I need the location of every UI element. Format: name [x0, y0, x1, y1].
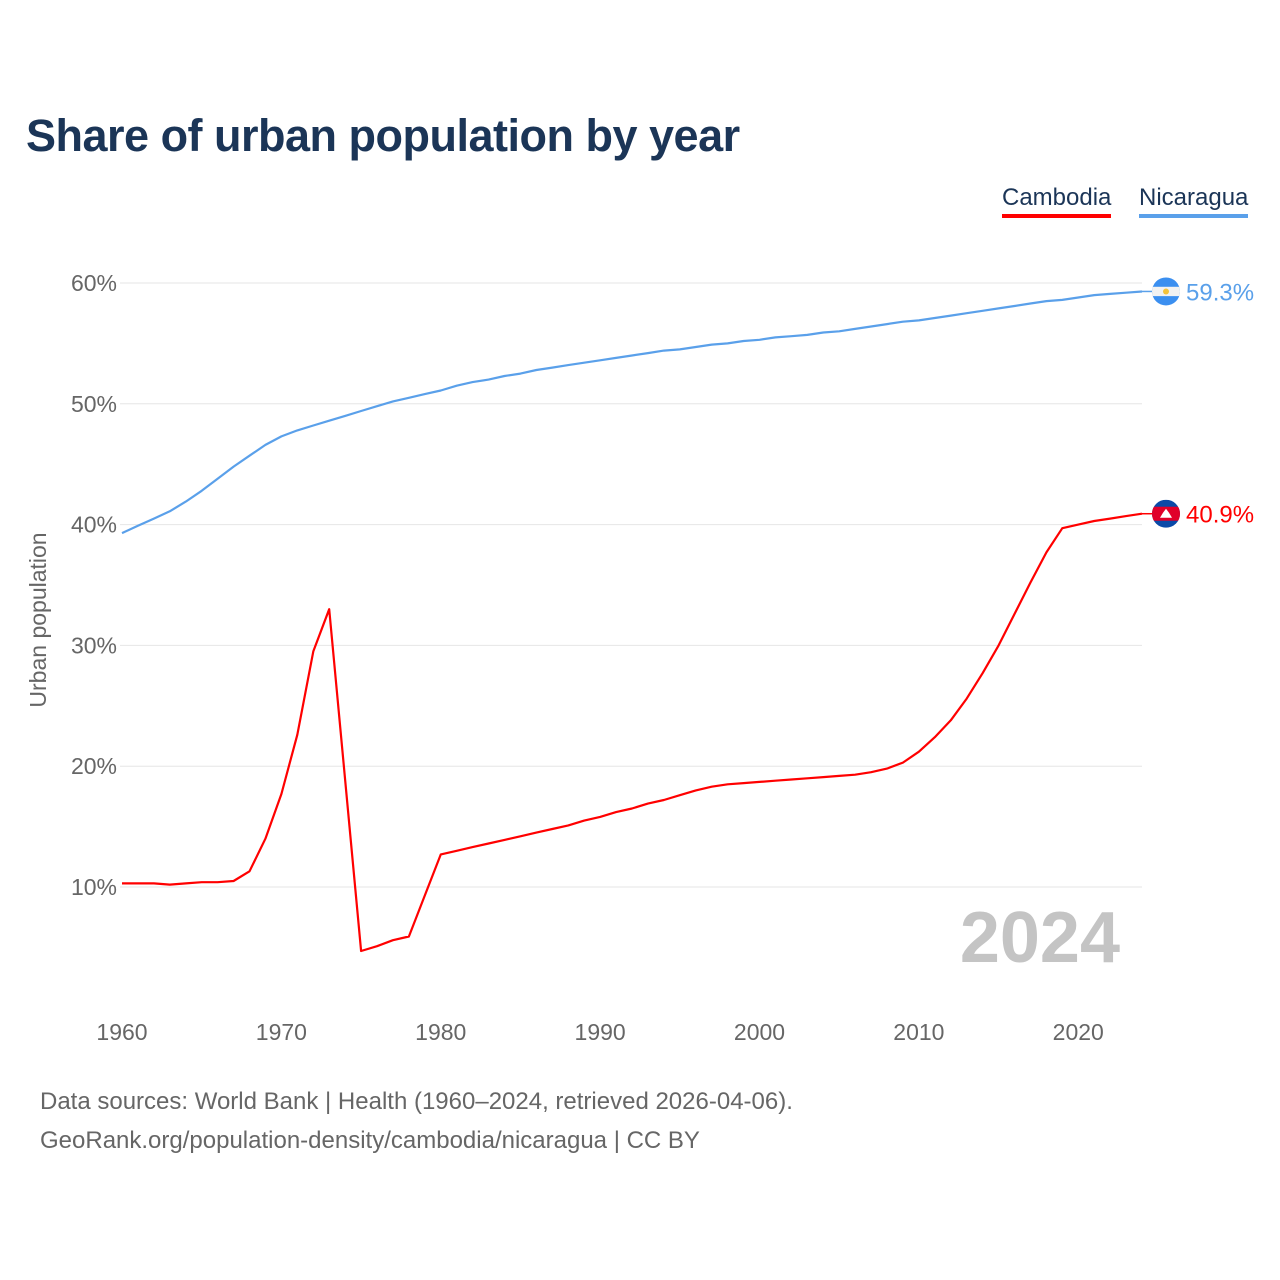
- year-watermark: 2024: [960, 898, 1120, 978]
- footer-sources: Data sources: World Bank | Health (1960–…: [40, 1088, 793, 1115]
- y-axis-label: Urban population: [25, 532, 51, 707]
- y-tick-label: 50%: [71, 391, 117, 417]
- x-tick-label: 2010: [893, 1019, 944, 1045]
- y-tick-label: 60%: [71, 270, 117, 296]
- y-tick-label: 40%: [71, 512, 117, 538]
- legend-nicaragua[interactable]: Nicaragua: [1139, 184, 1249, 218]
- end-value-label: 59.3%: [1186, 279, 1254, 306]
- x-tick-label: 2020: [1053, 1019, 1104, 1045]
- y-tick-label: 20%: [71, 753, 117, 779]
- end-value-label: 40.9%: [1186, 502, 1254, 529]
- legend-cambodia[interactable]: Cambodia: [1002, 184, 1112, 218]
- cambodia-flag-icon: [1152, 499, 1180, 528]
- x-tick-label: 1990: [575, 1019, 626, 1045]
- nicaragua-flag-icon: [1152, 277, 1180, 306]
- x-tick-label: 2000: [734, 1019, 785, 1045]
- y-tick-label: 10%: [71, 874, 117, 900]
- series-line-cambodia: [122, 512, 1143, 953]
- y-tick-label: 30%: [71, 632, 117, 658]
- x-tick-label: 1980: [415, 1019, 466, 1045]
- footer-link[interactable]: GeoRank.org/population-density/cambodia/…: [40, 1127, 700, 1154]
- x-tick-label: 1970: [256, 1019, 307, 1045]
- chart-title: Share of urban population by year: [26, 110, 740, 161]
- x-tick-label: 1960: [96, 1019, 147, 1045]
- series-line-nicaragua: [121, 290, 1143, 535]
